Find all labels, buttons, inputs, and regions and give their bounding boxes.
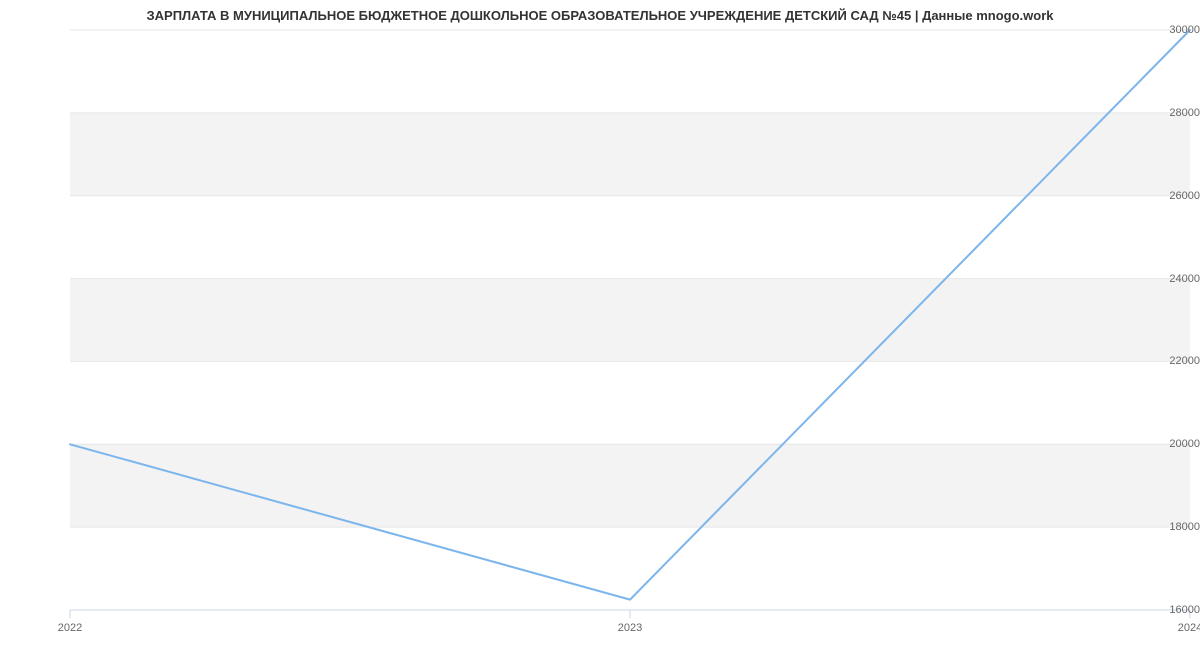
y-tick-label: 30000 <box>1138 24 1200 36</box>
x-tick-label: 2024 <box>1178 622 1200 634</box>
chart-plot-svg <box>0 0 1200 650</box>
y-tick-label: 28000 <box>1138 107 1200 119</box>
y-tick-label: 16000 <box>1138 604 1200 616</box>
y-tick-label: 20000 <box>1138 438 1200 450</box>
y-tick-label: 18000 <box>1138 521 1200 533</box>
y-tick-label: 24000 <box>1138 273 1200 285</box>
x-tick-label: 2023 <box>618 622 642 634</box>
salary-line-chart: ЗАРПЛАТА В МУНИЦИПАЛЬНОЕ БЮДЖЕТНОЕ ДОШКО… <box>0 0 1200 650</box>
y-tick-label: 26000 <box>1138 190 1200 202</box>
x-tick-label: 2022 <box>58 622 82 634</box>
y-tick-label: 22000 <box>1138 355 1200 367</box>
